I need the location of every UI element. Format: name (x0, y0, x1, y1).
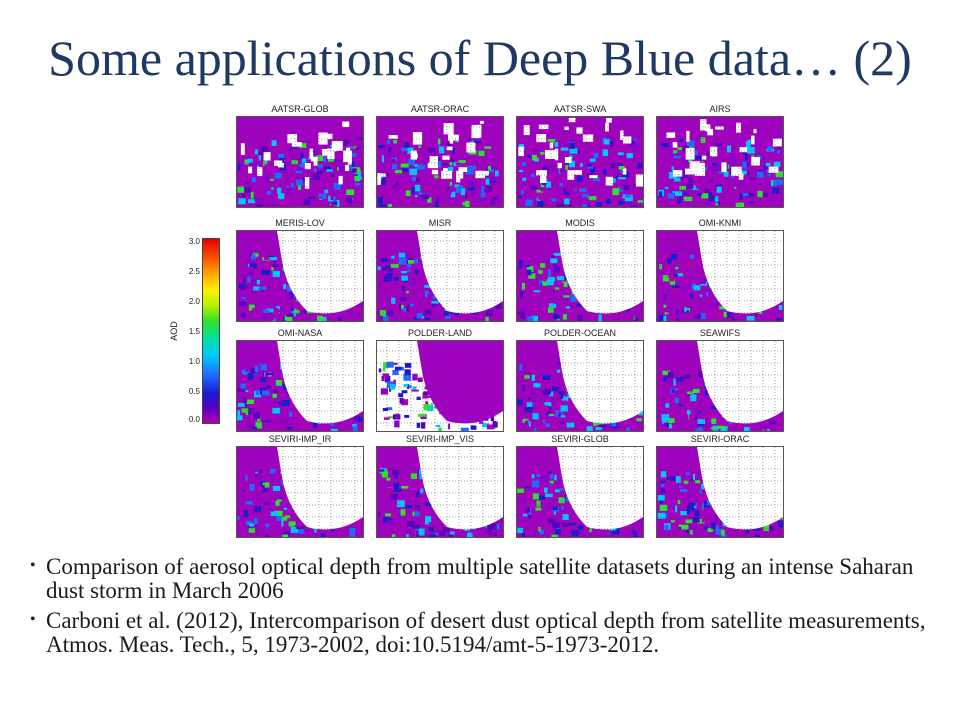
aod-map-panel (236, 340, 364, 432)
panel-label: SEAWIFS (699, 328, 741, 338)
colorbar-tick: 0.0 (188, 415, 200, 424)
aod-colorbar (202, 238, 220, 424)
colorbar-tick: 0.5 (188, 387, 200, 396)
panel-label: AATSR-GLOB (271, 104, 329, 114)
panel-label: SEVIRI-ORAC (690, 434, 750, 444)
aod-map-panel (516, 446, 644, 538)
aod-map-panel (236, 446, 364, 538)
panel-label: OMI-KNMI (698, 218, 742, 228)
panel-label: SEVIRI-GLOB (551, 434, 609, 444)
panel-label: AIRS (709, 104, 731, 114)
panel-label: SEVIRI-IMP_IR (268, 434, 332, 444)
slide-title: Some applications of Deep Blue data… (2) (48, 30, 912, 86)
bullet-icon: • (30, 611, 36, 628)
bullet-list: • Comparison of aerosol optical depth fr… (30, 555, 945, 663)
colorbar-tick: 1.0 (188, 357, 200, 366)
aod-map-panel (656, 230, 784, 322)
aod-map-panel (376, 116, 504, 208)
colorbar-tick: 3.0 (188, 237, 200, 246)
aod-comparison-figure: AOD 3.0 2.5 2.0 1.5 1.0 0.5 0.0 AATSR-GL… (169, 100, 790, 545)
aod-map-panel (516, 116, 644, 208)
aod-map-panel (376, 340, 504, 432)
bullet-item: • Comparison of aerosol optical depth fr… (30, 555, 945, 603)
aod-map-panel (236, 116, 364, 208)
panel-label: POLDER-OCEAN (543, 328, 616, 338)
aod-map-panel (656, 116, 784, 208)
bullet-text: Comparison of aerosol optical depth from… (46, 554, 914, 603)
colorbar-tick: 2.5 (188, 267, 200, 276)
panel-label: MODIS (565, 218, 595, 228)
panel-label: POLDER-LAND (407, 328, 472, 338)
aod-map-panel (236, 230, 364, 322)
aod-map-panel (376, 446, 504, 538)
aod-map-panel (656, 340, 784, 432)
panel-label: AATSR-ORAC (410, 104, 470, 114)
panel-label: SEVIRI-IMP_VIS (405, 434, 475, 444)
colorbar-tick: 2.0 (188, 297, 200, 306)
aod-map-panel (516, 230, 644, 322)
panel-label: MERIS-LOV (275, 218, 325, 228)
bullet-text: Carboni et al. (2012), Intercomparison o… (46, 608, 926, 657)
bullet-icon: • (30, 557, 36, 574)
panel-label: MISR (428, 218, 452, 228)
aod-map-panel (376, 230, 504, 322)
bullet-item: • Carboni et al. (2012), Intercomparison… (30, 609, 945, 657)
aod-map-panel (656, 446, 784, 538)
aod-map-panel (516, 340, 644, 432)
panel-label: OMI-NASA (277, 328, 323, 338)
colorbar-tick: 1.5 (188, 327, 200, 336)
panel-label: AATSR-SWA (553, 104, 607, 114)
